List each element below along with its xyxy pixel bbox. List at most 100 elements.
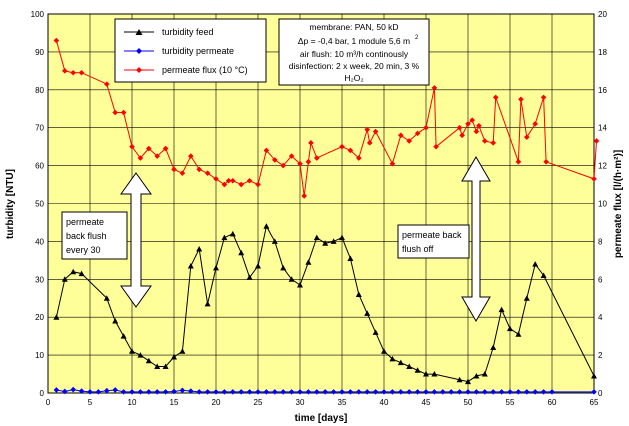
data-point-turbidity-permeate: [498, 389, 505, 395]
data-point-turbidity-feed: [473, 372, 480, 379]
y-right-tick-label: 10: [598, 200, 607, 209]
data-point-turbidity-feed: [288, 276, 295, 282]
y-left-tick-label: 0: [40, 389, 45, 398]
data-point-permeate-flux-10-c: [532, 121, 538, 127]
data-point-turbidity-feed: [271, 238, 278, 244]
legend: turbidity feed turbidity permeate permea…: [114, 18, 267, 83]
backflush-note-line-3: every 30: [66, 245, 101, 255]
data-point-permeate-flux-10-c: [162, 145, 169, 152]
x-tick-label: 30: [296, 398, 305, 407]
y-right-tick-label: 2: [598, 351, 603, 360]
data-point-turbidity-feed: [255, 263, 261, 269]
x-tick-label: 0: [46, 398, 51, 407]
data-point-permeate-flux-10-c: [524, 134, 530, 140]
y-right-tick-label: 14: [598, 124, 607, 133]
data-point-turbidity-permeate: [540, 389, 547, 395]
data-point-turbidity-permeate: [364, 389, 370, 395]
data-point-turbidity-feed: [481, 371, 488, 377]
data-point-turbidity-permeate: [95, 389, 102, 395]
y-right-tick-label: 4: [598, 313, 603, 322]
data-point-turbidity-permeate: [473, 389, 480, 395]
data-point-permeate-flux-10-c: [255, 181, 261, 188]
data-point-turbidity-feed: [339, 234, 345, 241]
data-point-turbidity-permeate: [322, 389, 328, 395]
data-point-turbidity-permeate: [238, 389, 244, 395]
data-point-turbidity-permeate: [188, 388, 194, 394]
data-point-turbidity-feed: [221, 234, 228, 241]
x-tick-label: 40: [380, 398, 389, 407]
data-point-turbidity-permeate: [288, 389, 295, 395]
data-point-turbidity-permeate: [78, 388, 85, 394]
backflush-note-line-1: permeate: [66, 217, 104, 227]
data-point-turbidity-permeate: [129, 389, 135, 395]
data-point-turbidity-feed: [431, 371, 438, 377]
data-point-turbidity-feed: [145, 357, 152, 364]
legend-marker-turbidity-feed: [135, 29, 143, 35]
backflush-off-note-line-2: flush off: [402, 244, 434, 254]
data-point-turbidity-feed: [196, 245, 203, 252]
data-point-permeate-flux-10-c: [518, 96, 524, 103]
data-point-turbidity-feed: [305, 259, 312, 265]
data-point-turbidity-permeate: [137, 389, 144, 395]
data-point-turbidity-feed: [322, 240, 329, 246]
data-point-turbidity-permeate: [372, 389, 379, 395]
data-point-permeate-flux-10-c: [364, 126, 370, 133]
data-point-permeate-flux-10-c: [482, 138, 488, 144]
y-left-tick-label: 10: [35, 351, 44, 360]
data-point-turbidity-feed: [515, 331, 522, 337]
data-point-permeate-flux-10-c: [78, 69, 85, 76]
y-right-tick-label: 8: [598, 237, 603, 246]
data-point-permeate-flux-10-c: [301, 193, 307, 199]
data-point-permeate-flux-10-c: [146, 145, 152, 152]
data-point-turbidity-permeate: [280, 389, 286, 395]
y-right-tick-label: 16: [598, 86, 607, 95]
data-point-turbidity-permeate: [196, 389, 202, 395]
data-point-permeate-flux-10-c: [492, 94, 499, 101]
data-point-permeate-flux-10-c: [112, 109, 118, 116]
data-point-turbidity-feed: [507, 325, 513, 332]
data-point-turbidity-feed: [61, 276, 68, 282]
data-point-turbidity-permeate: [381, 389, 387, 395]
data-point-turbidity-permeate: [87, 389, 93, 395]
data-point-turbidity-permeate: [414, 389, 421, 395]
data-point-turbidity-permeate: [53, 387, 60, 393]
y-right-tick-label: 20: [598, 10, 607, 19]
series-turbidity-feed: [53, 223, 597, 385]
data-point-permeate-flux-10-c: [456, 124, 463, 131]
legend-label-permeate-flux: permeate flux (10 °C): [162, 65, 248, 75]
data-point-turbidity-permeate: [162, 389, 169, 395]
backflush-off-note: permeate back flush off: [397, 224, 470, 259]
data-point-turbidity-permeate: [532, 389, 538, 395]
data-point-turbidity-feed: [523, 295, 530, 301]
data-point-permeate-flux-10-c: [465, 121, 471, 127]
backflush-off-arrow: [461, 156, 491, 322]
data-point-permeate-flux-10-c: [433, 143, 439, 150]
data-point-turbidity-permeate: [120, 389, 127, 395]
data-point-permeate-flux-10-c: [137, 155, 144, 161]
series-turbidity-permeate: [53, 386, 597, 395]
data-point-turbidity-permeate: [456, 389, 463, 395]
data-point-permeate-flux-10-c: [204, 170, 211, 176]
series-layer: [53, 37, 600, 395]
data-point-permeate-flux-10-c: [459, 132, 465, 139]
data-point-permeate-flux-10-c: [356, 155, 362, 161]
data-point-permeate-flux-10-c: [297, 160, 303, 167]
backflush-arrow: [120, 172, 152, 308]
y-left-tick-label: 90: [35, 48, 44, 57]
data-point-turbidity-permeate: [179, 387, 186, 394]
data-point-permeate-flux-10-c: [104, 81, 110, 87]
data-point-turbidity-feed: [414, 367, 421, 373]
data-point-turbidity-feed: [330, 238, 337, 244]
y-right-tick-label: 18: [598, 48, 607, 57]
data-point-turbidity-permeate: [171, 388, 177, 395]
data-point-turbidity-permeate: [482, 389, 488, 395]
data-point-turbidity-permeate: [431, 389, 438, 395]
data-point-turbidity-permeate: [507, 389, 513, 395]
y-left-axis-label: turbidity [NTU]: [5, 169, 16, 239]
data-point-turbidity-permeate: [347, 389, 354, 395]
data-point-permeate-flux-10-c: [171, 166, 177, 173]
x-tick-label: 45: [422, 398, 431, 407]
membrane-info-line-1: membrane: PAN, 50 kD: [309, 22, 398, 32]
data-point-turbidity-feed: [187, 263, 194, 269]
